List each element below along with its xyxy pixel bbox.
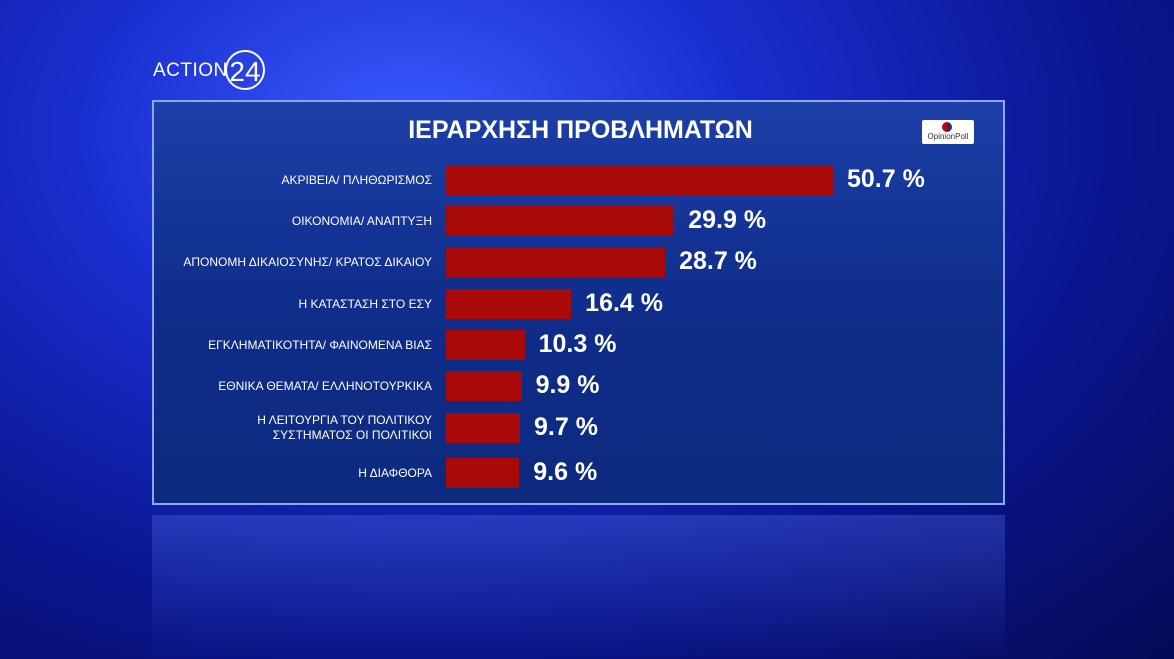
value-label: 16.4 % xyxy=(585,289,664,317)
value-label: 10.3 % xyxy=(538,330,617,358)
chart-title: ΙΕΡΑΡΧΗΣΗ ΠΡΟΒΛΗΜΑΤΩΝ xyxy=(408,116,753,144)
value-label: 50.7 % xyxy=(847,165,925,193)
category-label: ΕΘΝΙΚΑ ΘΕΜΑΤΑ/ ΕΛΛΗΝΟΤΟΥΡΚΙΚΑ xyxy=(218,378,432,393)
category-label: ΟΙΚΟΝΟΜΙΑ/ ΑΝΑΠΤΥΞΗ xyxy=(291,213,432,228)
source-logo: OpinionPoll xyxy=(922,120,974,144)
category-label: ΑΚΡΙΒΕΙΑ/ ΠΛΗΘΩΡΙΣΜΟΣ xyxy=(281,172,432,187)
bar xyxy=(446,330,525,360)
category-label: Η ΔΙΑΦΘΟΡΑ xyxy=(358,465,432,480)
bar xyxy=(446,413,521,443)
logo-brand: ACTION xyxy=(153,60,228,81)
source-icon xyxy=(942,122,952,132)
bar xyxy=(446,165,833,195)
category-label: ΕΓΚΛΗΜΑΤΙΚΟΤΗΤΑ/ ΦΑΙΝΟΜΕΝΑ ΒΙΑΣ xyxy=(208,337,432,352)
category-label: ΑΠΟΝΟΜΗ ΔΙΚΑΙΟΣΥΝΗΣ/ ΚΡΑΤΟΣ ΔΙΚΑΙΟΥ xyxy=(183,254,432,269)
reflection xyxy=(152,515,1005,659)
bar xyxy=(446,289,572,319)
bar xyxy=(446,206,675,236)
logo-number: 24 xyxy=(225,50,265,90)
bar xyxy=(446,371,522,401)
category-label: Η ΚΑΤΑΣΤΑΣΗ ΣΤΟ ΕΣΥ xyxy=(298,296,432,311)
value-label: 9.7 % xyxy=(534,413,598,441)
category-label: Η ΛΕΙΤΟΥΡΓΙΑ ΤΟΥ ΠΟΛΙΤΙΚΟΥ ΣΥΣΤΗΜΑΤΟΣ ΟΙ… xyxy=(257,413,432,442)
source-text: OpinionPoll xyxy=(927,132,969,141)
bar xyxy=(446,247,666,277)
value-label: 28.7 % xyxy=(679,247,757,275)
bar xyxy=(446,458,520,488)
value-label: 9.9 % xyxy=(535,371,600,399)
value-label: 29.9 % xyxy=(688,206,767,234)
value-label: 9.6 % xyxy=(533,458,598,486)
